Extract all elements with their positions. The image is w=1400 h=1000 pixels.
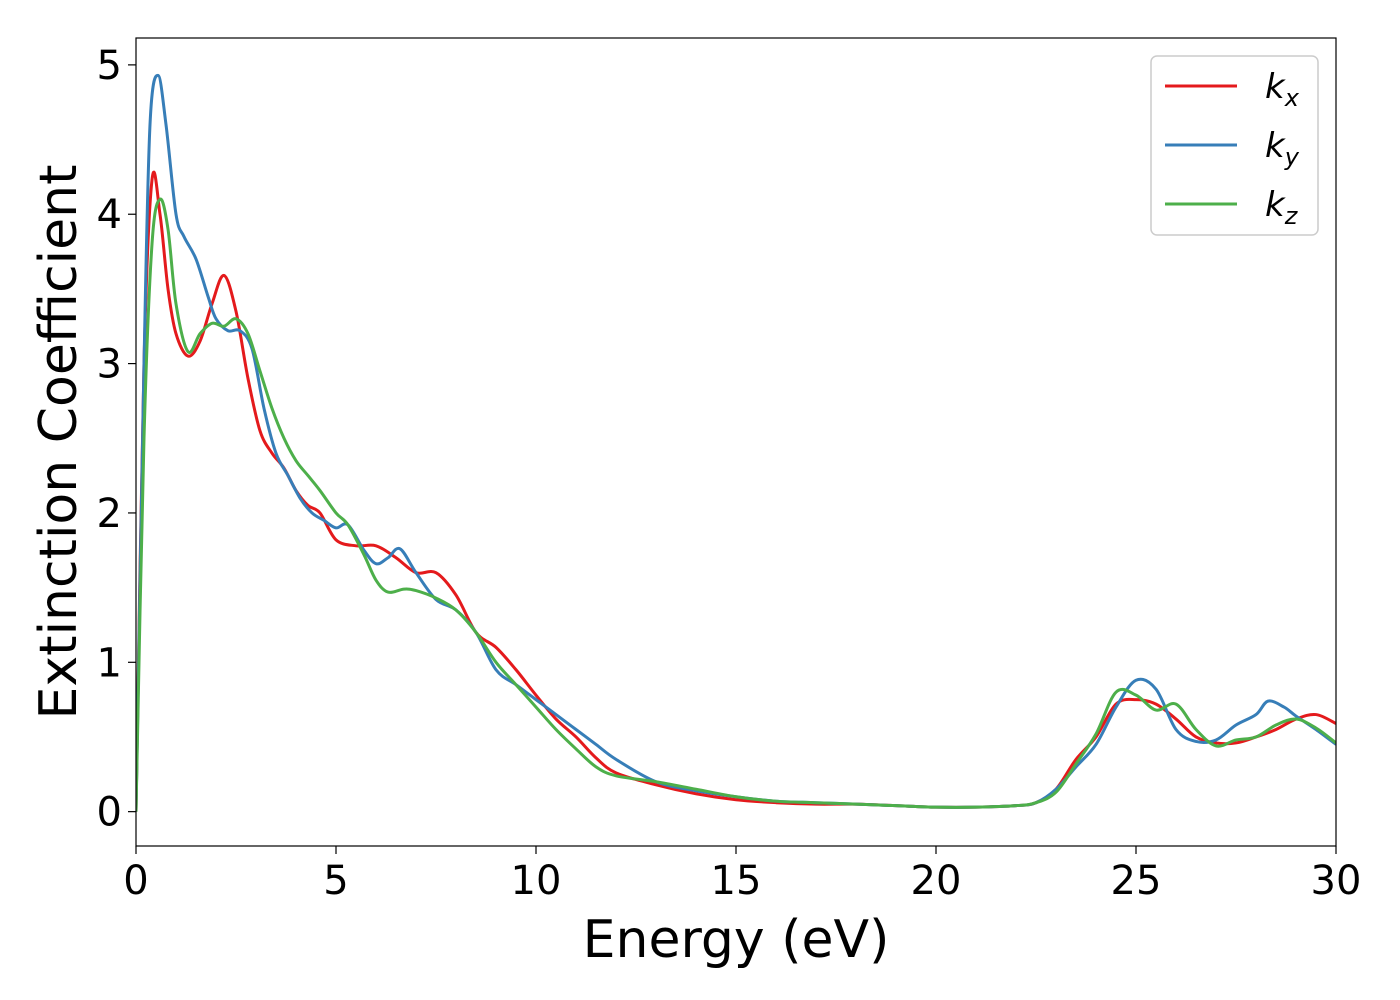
y-tick-label: 0 (97, 790, 122, 836)
y-tick-label: 5 (97, 43, 122, 89)
legend-label-x: kx (1265, 67, 1300, 112)
y-tick-label: 2 (97, 491, 122, 537)
x-tick-label: 0 (123, 858, 148, 904)
x-tick-label: 30 (1311, 858, 1362, 904)
x-tick-label: 10 (511, 858, 562, 904)
x-tick-label: 15 (711, 858, 762, 904)
y-tick-label: 1 (97, 640, 122, 686)
y-axis-title: Extinction Coefficient (29, 165, 89, 720)
x-tick-label: 20 (911, 858, 962, 904)
x-tick-label: 25 (1111, 858, 1162, 904)
axes-layer: 0 5 10 15 20 25 30 0 1 2 3 4 5 (97, 37, 1362, 904)
x-tick-label: 5 (323, 858, 348, 904)
series-layer (136, 73, 1336, 812)
series-line-x (136, 170, 1336, 812)
x-axis-title: Energy (eV) (583, 910, 890, 970)
y-tick-label: 4 (97, 192, 122, 238)
y-tick-label: 3 (97, 342, 122, 388)
series-line-z (136, 197, 1336, 812)
